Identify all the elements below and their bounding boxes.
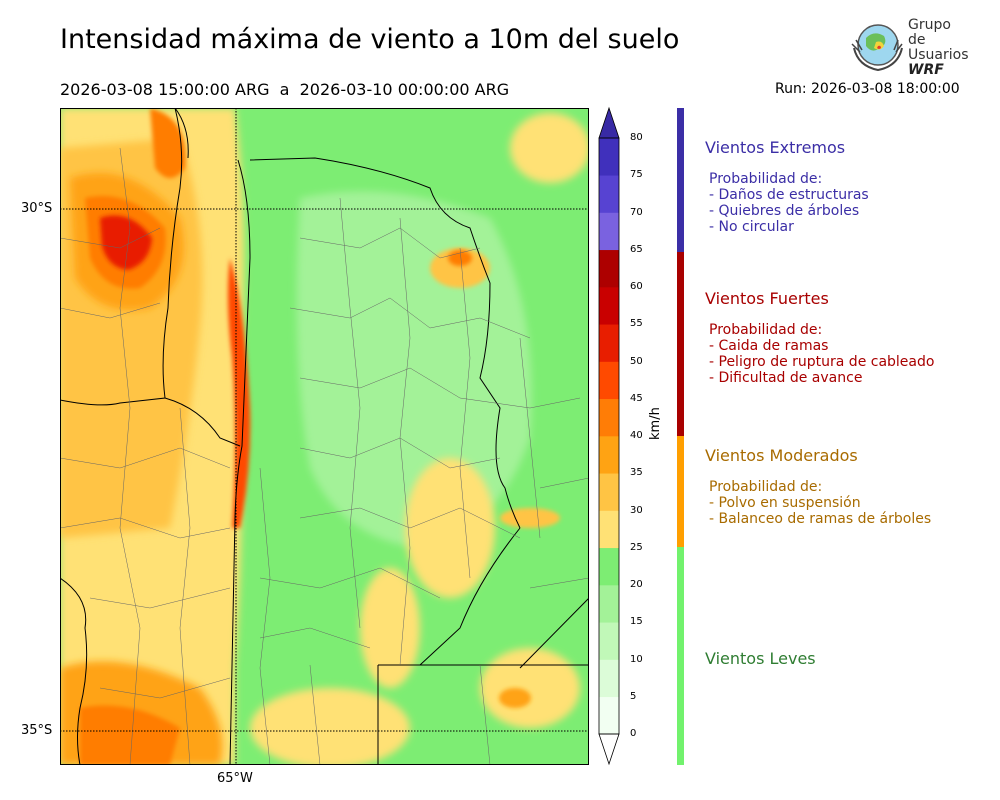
colorbar-tick-label: 70: [630, 206, 643, 218]
category-extremos: Vientos Extremos Probabilidad de: - Daño…: [705, 138, 995, 235]
wind-map: [60, 108, 589, 765]
colorbar-tick-label: 50: [630, 355, 643, 367]
strong-patch-1: [448, 250, 472, 266]
colorbar-under-arrow: [598, 733, 620, 766]
category-line: - Quiebres de árboles: [709, 203, 860, 219]
province-border-3: [229, 159, 251, 765]
colorbar-tick-label: 45: [630, 392, 643, 404]
category-fuertes: Vientos Fuertes Probabilidad de: - Caida…: [705, 289, 995, 386]
category-bar: [677, 547, 684, 765]
category-line: - Daños de estructuras: [709, 187, 869, 203]
province-border-7: [519, 597, 589, 669]
colorbar-tick-label: 80: [630, 132, 643, 143]
province-border-1: [60, 108, 183, 406]
colorbar-unit: km/h: [648, 407, 663, 440]
colorbar-frame: [598, 137, 620, 735]
colorbar-segments: [599, 138, 619, 735]
colorbar-segment: [599, 585, 619, 623]
colorbar: [598, 106, 620, 766]
lon-label-65w: 65°W: [217, 771, 253, 786]
moderate-patch-2: [405, 458, 495, 598]
colorbar-tick-label: 75: [630, 169, 643, 181]
colorbar-tick-label: 5: [630, 690, 637, 702]
colorbar-segment: [599, 324, 619, 362]
logo-line-1: Grupo de: [908, 17, 951, 48]
province-border-2: [249, 157, 521, 529]
category-line: - No circular: [709, 219, 794, 235]
category-line: - Balanceo de ramas de árboles: [709, 511, 932, 527]
province-border-4: [164, 397, 241, 447]
category-title: Vientos Fuertes: [705, 289, 829, 308]
colorbar-segment: [599, 436, 619, 474]
logo-line-2: Usuarios: [908, 47, 969, 63]
colorbar-tick-label: 15: [630, 616, 643, 628]
province-border-5: [419, 527, 521, 666]
colorbar-segment: [599, 510, 619, 549]
moderate-patch-6: [510, 113, 589, 183]
colorbar-tick-label: 40: [630, 430, 643, 441]
colorbar-tick-label: 35: [630, 467, 643, 479]
map-frame: [60, 108, 589, 765]
colorbar-over-arrow: [598, 106, 620, 139]
colorbar-tick-label: 20: [630, 579, 643, 590]
colorbar-segment: [599, 547, 619, 586]
moderate-patch-5: [500, 508, 560, 528]
lat-label-30s: 30°S: [21, 201, 53, 216]
category-line: Probabilidad de:: [709, 322, 823, 338]
colorbar-segment: [599, 287, 619, 325]
province-border-6: [377, 664, 589, 765]
category-moderados: Vientos Moderados Probabilidad de: - Pol…: [705, 446, 995, 527]
colorbar-tick-label: 55: [630, 318, 643, 330]
strong-wind-north: [150, 108, 186, 178]
moderate-patch-3: [360, 568, 420, 688]
category-title: Vientos Moderados: [705, 446, 858, 465]
category-title: Vientos Leves: [705, 649, 816, 668]
colorbar-segment: [599, 138, 619, 176]
category-line: Probabilidad de:: [709, 171, 823, 187]
colorbar-segment: [599, 696, 619, 735]
colorbar-tick-label: 65: [630, 243, 643, 255]
category-leves: Vientos Leves: [705, 649, 995, 682]
valid-period: 2026-03-08 15:00:00 ARG a 2026-03-10 00:…: [60, 80, 510, 99]
category-line: - Polvo en suspensión: [709, 495, 861, 511]
moderate-patch-7: [250, 688, 410, 765]
category-bar: [677, 436, 684, 547]
colorbar-segment: [599, 212, 619, 251]
colorbar-tick-label: 60: [630, 281, 643, 292]
strong-wind-peak: [100, 215, 152, 270]
logo: Grupo de Usuarios WRF: [848, 17, 969, 78]
ridge-wind: [227, 258, 251, 528]
category-title: Vientos Extremos: [705, 138, 846, 157]
category-line: Probabilidad de:: [709, 479, 823, 495]
colorbar-tick-label: 25: [630, 541, 643, 553]
category-line: - Caida de ramas: [709, 338, 829, 354]
category-bar: [677, 252, 684, 436]
moderate-patch-1: [430, 248, 490, 288]
colorbar-segment: [599, 175, 619, 213]
category-line: - Peligro de ruptura de cableado: [709, 354, 935, 370]
colorbar-segment: [599, 622, 619, 660]
globe-emblem-icon: [851, 24, 903, 72]
country-border: [60, 577, 88, 765]
category-bar: [677, 108, 684, 252]
strong-wind-south-core: [80, 705, 180, 765]
strong-patch-2: [499, 688, 531, 708]
colorbar-segment: [599, 361, 619, 400]
department-borders: [60, 147, 589, 765]
moderate-patch-4: [480, 648, 580, 728]
colorbar-segment: [599, 398, 619, 437]
colorbar-segment: [599, 659, 619, 698]
lat-label-35s: 35°S: [21, 723, 53, 738]
run-time: Run: 2026-03-08 18:00:00: [775, 81, 960, 97]
colorbar-tick-label: 0: [630, 728, 637, 739]
colorbar-tick-label: 30: [630, 504, 643, 516]
colorbar-segment: [599, 473, 619, 511]
colorbar-tick-label: 10: [630, 653, 643, 665]
map-title: Intensidad máxima de viento a 10m del su…: [60, 24, 680, 55]
category-line: - Dificultad de avance: [709, 370, 863, 386]
colorbar-segment: [599, 249, 619, 288]
logo-line-3: WRF: [908, 62, 944, 78]
